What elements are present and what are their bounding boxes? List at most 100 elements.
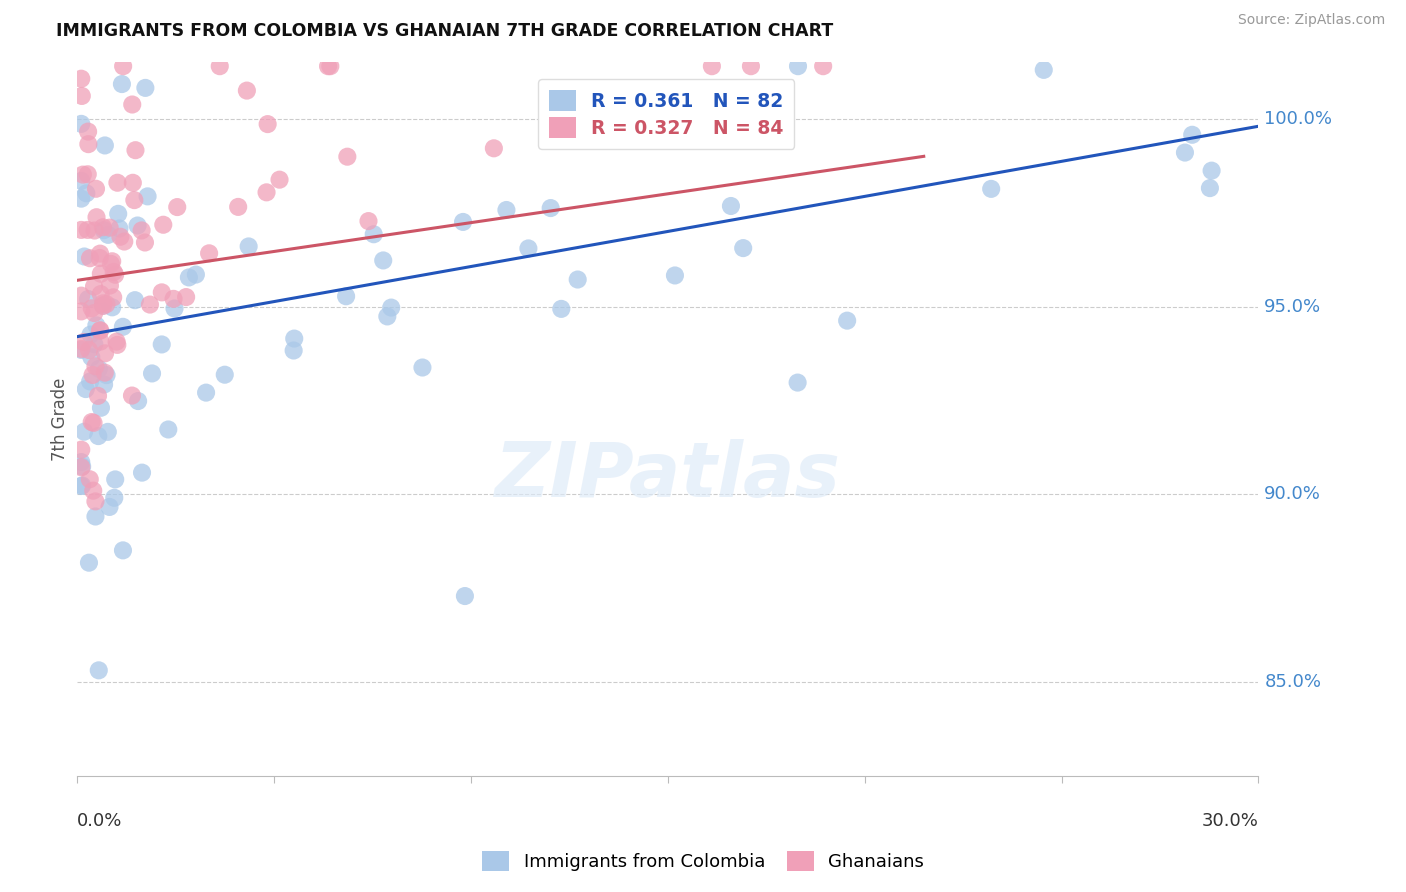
Point	[111, 319, 134, 334]
Point	[97, 425, 120, 439]
Point	[90, 401, 112, 415]
Point	[141, 367, 163, 381]
Point	[363, 227, 385, 242]
Text: 95.0%: 95.0%	[1264, 298, 1322, 316]
Point	[91, 220, 114, 235]
Point	[94, 138, 117, 153]
Point	[73, 425, 96, 439]
Point	[77, 137, 100, 152]
Point	[103, 491, 125, 505]
Point	[98, 500, 121, 514]
Point	[103, 265, 125, 279]
Point	[256, 117, 278, 131]
Text: 100.0%: 100.0%	[1264, 110, 1333, 128]
Point	[111, 77, 134, 91]
Point	[124, 293, 146, 308]
Point	[70, 304, 93, 318]
Point	[283, 332, 305, 346]
Point	[112, 235, 135, 249]
Text: 30.0%: 30.0%	[1202, 812, 1258, 830]
Point	[70, 342, 93, 356]
Point	[96, 297, 118, 311]
Point	[80, 350, 103, 364]
Point	[70, 223, 93, 237]
Point	[82, 483, 104, 498]
Point	[495, 202, 517, 217]
Point	[157, 422, 180, 436]
Point	[567, 272, 589, 286]
Point	[83, 416, 105, 430]
Point	[75, 186, 97, 201]
Point	[177, 270, 200, 285]
Point	[131, 223, 153, 237]
Point	[150, 337, 173, 351]
Y-axis label: 7th Grade: 7th Grade	[51, 377, 69, 461]
Point	[124, 143, 146, 157]
Point	[373, 253, 395, 268]
Point	[103, 290, 125, 304]
Point	[163, 301, 186, 316]
Text: 0.0%: 0.0%	[77, 812, 122, 830]
Point	[236, 84, 259, 98]
Point	[79, 252, 101, 266]
Point	[70, 459, 93, 474]
Point	[517, 242, 540, 256]
Point	[84, 182, 107, 196]
Point	[1201, 163, 1223, 178]
Point	[101, 301, 124, 315]
Point	[84, 509, 107, 524]
Point	[70, 343, 93, 357]
Point	[98, 278, 121, 293]
Point	[134, 235, 156, 250]
Point	[110, 229, 132, 244]
Point	[319, 59, 342, 73]
Point	[104, 268, 127, 282]
Point	[124, 193, 146, 207]
Point	[174, 290, 197, 304]
Point	[136, 189, 159, 203]
Point	[86, 318, 108, 333]
Point	[91, 299, 114, 313]
Point	[226, 200, 249, 214]
Point	[214, 368, 236, 382]
Point	[76, 223, 98, 237]
Point	[94, 346, 117, 360]
Point	[195, 385, 218, 400]
Point	[91, 296, 114, 310]
Point	[80, 415, 103, 429]
Point	[664, 268, 686, 283]
Point	[150, 285, 173, 300]
Point	[100, 257, 122, 271]
Point	[540, 201, 562, 215]
Point	[335, 289, 357, 303]
Point	[411, 360, 433, 375]
Point	[77, 292, 100, 306]
Point	[89, 334, 111, 349]
Point	[980, 182, 1002, 196]
Point	[72, 168, 94, 182]
Point	[104, 472, 127, 486]
Point	[94, 366, 117, 380]
Point	[451, 215, 474, 229]
Point	[90, 287, 112, 301]
Point	[70, 71, 93, 86]
Point	[83, 306, 105, 320]
Text: 90.0%: 90.0%	[1264, 485, 1322, 503]
Point	[96, 368, 118, 383]
Point	[837, 313, 859, 327]
Point	[90, 267, 112, 281]
Legend: Immigrants from Colombia, Ghanaians: Immigrants from Colombia, Ghanaians	[475, 844, 931, 879]
Point	[70, 455, 93, 469]
Point	[89, 324, 111, 338]
Point	[70, 479, 93, 493]
Point	[93, 223, 115, 237]
Point	[238, 239, 260, 253]
Point	[84, 494, 107, 508]
Point	[550, 301, 572, 316]
Point	[79, 472, 101, 486]
Point	[336, 150, 359, 164]
Point	[87, 362, 110, 376]
Point	[700, 59, 723, 73]
Text: Source: ZipAtlas.com: Source: ZipAtlas.com	[1237, 13, 1385, 28]
Point	[86, 211, 108, 225]
